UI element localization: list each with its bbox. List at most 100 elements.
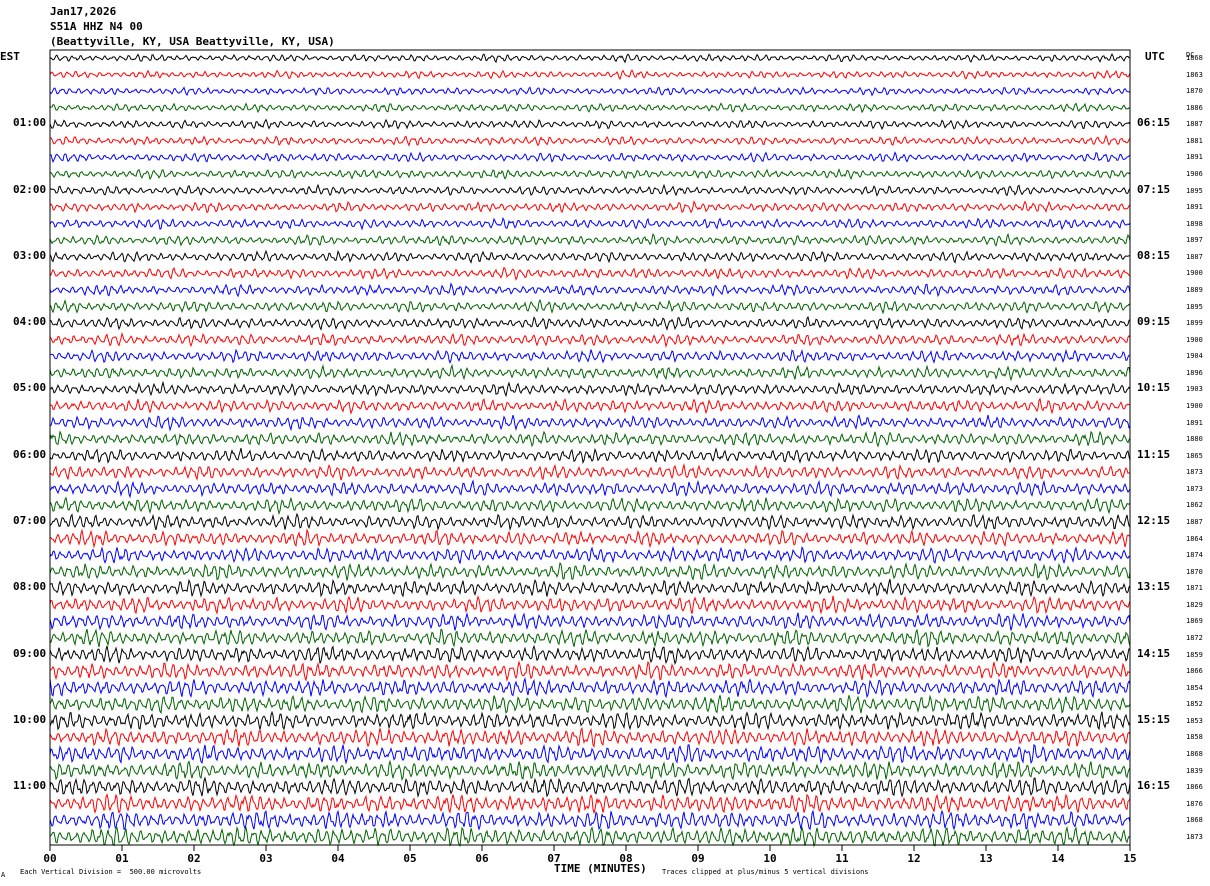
seismic-traces	[49, 53, 1131, 848]
trace-line-8	[49, 168, 1131, 181]
right-time-label: 10:15	[1137, 381, 1171, 395]
trace-line-2	[49, 69, 1131, 81]
trace-line-44	[49, 759, 1131, 782]
left-time-label: 05:00	[13, 381, 47, 395]
trace-line-26	[49, 463, 1131, 481]
trace-line-28	[49, 496, 1131, 516]
dc-offset-label: 1869	[1186, 617, 1203, 626]
trace-line-9	[49, 183, 1131, 197]
trace-line-1	[49, 53, 1131, 64]
x-tick-label: 08	[619, 852, 632, 865]
dc-offset-label: 1880	[1186, 435, 1203, 444]
right-time-label: 11:15	[1137, 447, 1171, 461]
trace-line-29	[49, 512, 1131, 532]
trace-line-4	[49, 102, 1130, 114]
left-time-label: 09:00	[13, 646, 47, 660]
dc-offset-label: 1887	[1186, 517, 1203, 526]
dc-offset-label: 1873	[1186, 468, 1203, 477]
x-tick-label: 06	[475, 852, 489, 865]
right-time-label: 14:15	[1137, 646, 1171, 660]
dc-offset-label: 1873	[1186, 832, 1203, 841]
right-axis-title: UTC	[1145, 50, 1165, 63]
x-axis-label: TIME (MINUTES)	[554, 862, 647, 875]
trace-line-6	[49, 134, 1131, 147]
trace-line-11	[49, 216, 1131, 231]
trace-line-18	[49, 331, 1131, 348]
dc-offset-label: 1852	[1186, 700, 1203, 709]
left-time-label: 07:00	[13, 513, 47, 527]
left-time-label: 08:00	[13, 580, 47, 594]
trace-line-45	[49, 776, 1131, 798]
trace-line-34	[49, 595, 1131, 615]
trace-line-21	[49, 380, 1131, 398]
x-tick-label: 05	[403, 852, 416, 865]
right-time-label: 15:15	[1137, 712, 1171, 726]
left-time-label: 02:00	[13, 182, 47, 196]
dc-offset-label: 1906	[1186, 169, 1203, 178]
x-tick-label: 09	[691, 852, 704, 865]
trace-line-27	[49, 479, 1131, 499]
trace-line-15	[49, 282, 1131, 298]
x-tick-label: 00	[43, 852, 56, 865]
x-tick-label: 13	[979, 852, 992, 865]
trace-line-40	[49, 694, 1131, 715]
dc-offset-label: 1886	[1186, 103, 1203, 112]
trace-line-43	[49, 743, 1131, 765]
trace-line-47	[49, 809, 1131, 831]
corner-mark: A	[1, 871, 6, 879]
dc-offset-label: 1898	[1186, 219, 1203, 228]
dc-offset-label: 1868	[1186, 816, 1203, 825]
trace-line-24	[49, 430, 1131, 448]
dc-offset-label: 1876	[1186, 799, 1203, 808]
right-time-label: 12:15	[1137, 513, 1171, 527]
dc-offset-label: 1891	[1186, 203, 1203, 212]
trace-line-13	[49, 249, 1130, 264]
dc-offset-label: 1896	[1186, 368, 1203, 377]
trace-line-39	[49, 677, 1131, 699]
dc-offset-label: 1863	[1186, 70, 1203, 79]
trace-line-3	[49, 86, 1131, 97]
trace-line-10	[49, 200, 1131, 214]
x-tick-label: 15	[1123, 852, 1136, 865]
trace-line-35	[49, 611, 1131, 631]
trace-line-5	[49, 118, 1131, 131]
dc-offset-label: 1858	[1186, 733, 1203, 742]
x-tick-label: 14	[1051, 852, 1065, 865]
right-time-label: 07:15	[1137, 182, 1171, 196]
dc-offset-label: 1891	[1186, 418, 1203, 427]
dc-offset-label: 1872	[1186, 633, 1203, 642]
dc-offset-label: 1871	[1186, 584, 1203, 593]
dc-offset-label: 1881	[1186, 136, 1203, 145]
x-tick-label: 03	[259, 852, 272, 865]
right-time-label: 08:15	[1137, 248, 1171, 262]
trace-line-25	[49, 447, 1131, 465]
header-station: S51A HHZ N4 00	[50, 20, 143, 33]
x-tick-label: 12	[907, 852, 920, 865]
trace-line-19	[49, 348, 1131, 364]
dc-offset-label: 1904	[1186, 352, 1203, 361]
trace-line-36	[49, 628, 1131, 648]
dc-offset-label: 1839	[1186, 766, 1203, 775]
dc-offset-label: 1866	[1186, 783, 1203, 792]
plot-frame	[49, 49, 1131, 846]
left-time-label: 10:00	[13, 712, 47, 726]
x-tick-label: 04	[331, 852, 345, 865]
left-time-label: 06:00	[13, 447, 47, 461]
dc-offset-label: 1900	[1186, 269, 1203, 278]
trace-line-17	[49, 315, 1131, 331]
dc-offset-label: 1900	[1186, 335, 1203, 344]
trace-line-41	[49, 710, 1131, 731]
dc-offset-label: 1900	[1186, 401, 1203, 410]
clip-note: Traces clipped at plus/minus 5 vertical …	[662, 868, 869, 876]
header-location: (Beattyville, KY, USA Beattyville, KY, U…	[50, 35, 335, 48]
dc-title: DC	[1186, 51, 1195, 59]
trace-line-20	[49, 363, 1131, 382]
dc-offset-label: 1864	[1186, 534, 1203, 543]
trace-line-38	[49, 660, 1131, 682]
trace-line-30	[49, 528, 1131, 549]
dc-offset-label: 1868	[1186, 749, 1203, 758]
dc-offset-label: 1874	[1186, 551, 1203, 560]
right-time-label: 13:15	[1137, 580, 1171, 594]
trace-line-37	[49, 644, 1131, 666]
